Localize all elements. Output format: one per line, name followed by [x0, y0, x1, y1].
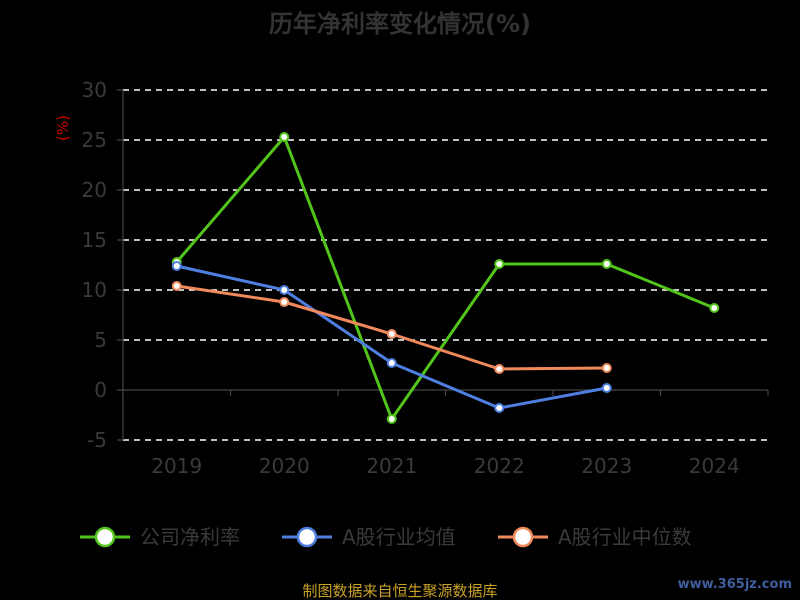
y-tick-label: 0 [94, 378, 107, 402]
x-tick-label: 2020 [259, 454, 310, 478]
legend-marker [296, 526, 318, 548]
x-tick-label: 2021 [366, 454, 417, 478]
legend-marker [94, 526, 116, 548]
y-tick-label: 20 [82, 178, 107, 202]
legend-item[interactable]: A股行业中位数 [498, 525, 692, 549]
legend-label: A股行业中位数 [558, 525, 692, 549]
series-line [176, 284, 607, 371]
y-axis-unit: (%) [54, 115, 72, 141]
data-point[interactable] [279, 285, 290, 295]
x-tick-label: 2023 [581, 454, 632, 478]
data-point[interactable] [386, 358, 397, 368]
y-tick-label: 5 [94, 328, 107, 352]
data-point[interactable] [494, 259, 505, 269]
series-1 [171, 261, 612, 413]
x-tick-label: 2024 [689, 454, 740, 478]
data-source-note: 制图数据来自恒生聚源数据库 [302, 582, 497, 600]
axes [117, 89, 769, 441]
y-tick-label: 25 [82, 128, 107, 152]
data-point[interactable] [601, 363, 612, 373]
legend-marker [512, 526, 534, 548]
x-tick-labels: 2019 2020 2021 2022 2023 2024 [151, 454, 739, 478]
x-tick-label: 2019 [151, 454, 202, 478]
data-point[interactable] [709, 303, 720, 313]
series-2 [171, 281, 612, 374]
watermark: www.365jz.com [678, 577, 792, 592]
data-point[interactable] [386, 329, 397, 339]
legend-label: A股行业均值 [342, 525, 456, 549]
series-lines [171, 132, 720, 424]
data-point[interactable] [494, 364, 505, 374]
legend-label: 公司净利率 [140, 525, 240, 549]
data-point[interactable] [601, 259, 612, 269]
data-point[interactable] [601, 383, 612, 393]
legend-item[interactable]: A股行业均值 [282, 525, 456, 549]
y-tick-label: 10 [82, 278, 107, 302]
y-tick-label: 15 [82, 228, 107, 252]
legend[interactable]: 公司净利率 A股行业均值 A股行业中位数 [80, 525, 692, 549]
grid-lines [123, 89, 768, 441]
data-point[interactable] [171, 261, 182, 271]
x-tick-label: 2022 [474, 454, 525, 478]
chart-title: 历年净利率变化情况(%) [269, 10, 531, 38]
data-point[interactable] [279, 297, 290, 307]
y-tick-label: -5 [87, 428, 107, 452]
data-point[interactable] [494, 403, 505, 413]
y-tick-label: 30 [82, 78, 107, 102]
data-point[interactable] [279, 132, 290, 142]
series-0 [171, 132, 720, 424]
legend-item[interactable]: 公司净利率 [80, 525, 240, 549]
data-point[interactable] [171, 281, 182, 291]
y-tick-labels: -5 0 5 10 15 20 25 30 [82, 78, 107, 452]
series-line [175, 135, 715, 421]
data-point[interactable] [386, 414, 397, 424]
